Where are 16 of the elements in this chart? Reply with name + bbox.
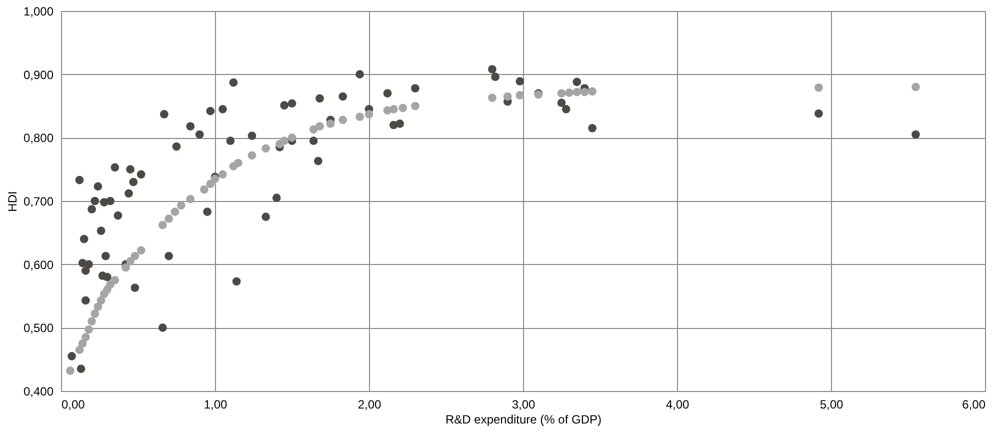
x-tick-label: 4,00 <box>666 398 690 412</box>
x-tick-label: 2,00 <box>358 398 382 412</box>
x-tick-label: 1,00 <box>204 398 228 412</box>
y-tick-label: 0,900 <box>23 68 54 82</box>
x-tick-label: 3,00 <box>512 398 536 412</box>
y-tick-label: 0,700 <box>23 194 54 208</box>
y-tick-label: 0,800 <box>23 131 54 146</box>
x-axis-title: R&D expenditure (% of GDP) <box>445 412 602 426</box>
y-axis-title: HDI <box>5 191 20 212</box>
x-tick-label: 6,00 <box>962 398 986 412</box>
y-tick-label: 1,000 <box>23 4 54 18</box>
y-tick-label: 0,500 <box>23 321 54 336</box>
y-tick-label: 0,600 <box>23 258 54 272</box>
x-tick-label: 0,00 <box>62 398 86 412</box>
y-tick-label: 0,400 <box>23 384 54 398</box>
x-tick-label: 5,00 <box>820 398 844 412</box>
